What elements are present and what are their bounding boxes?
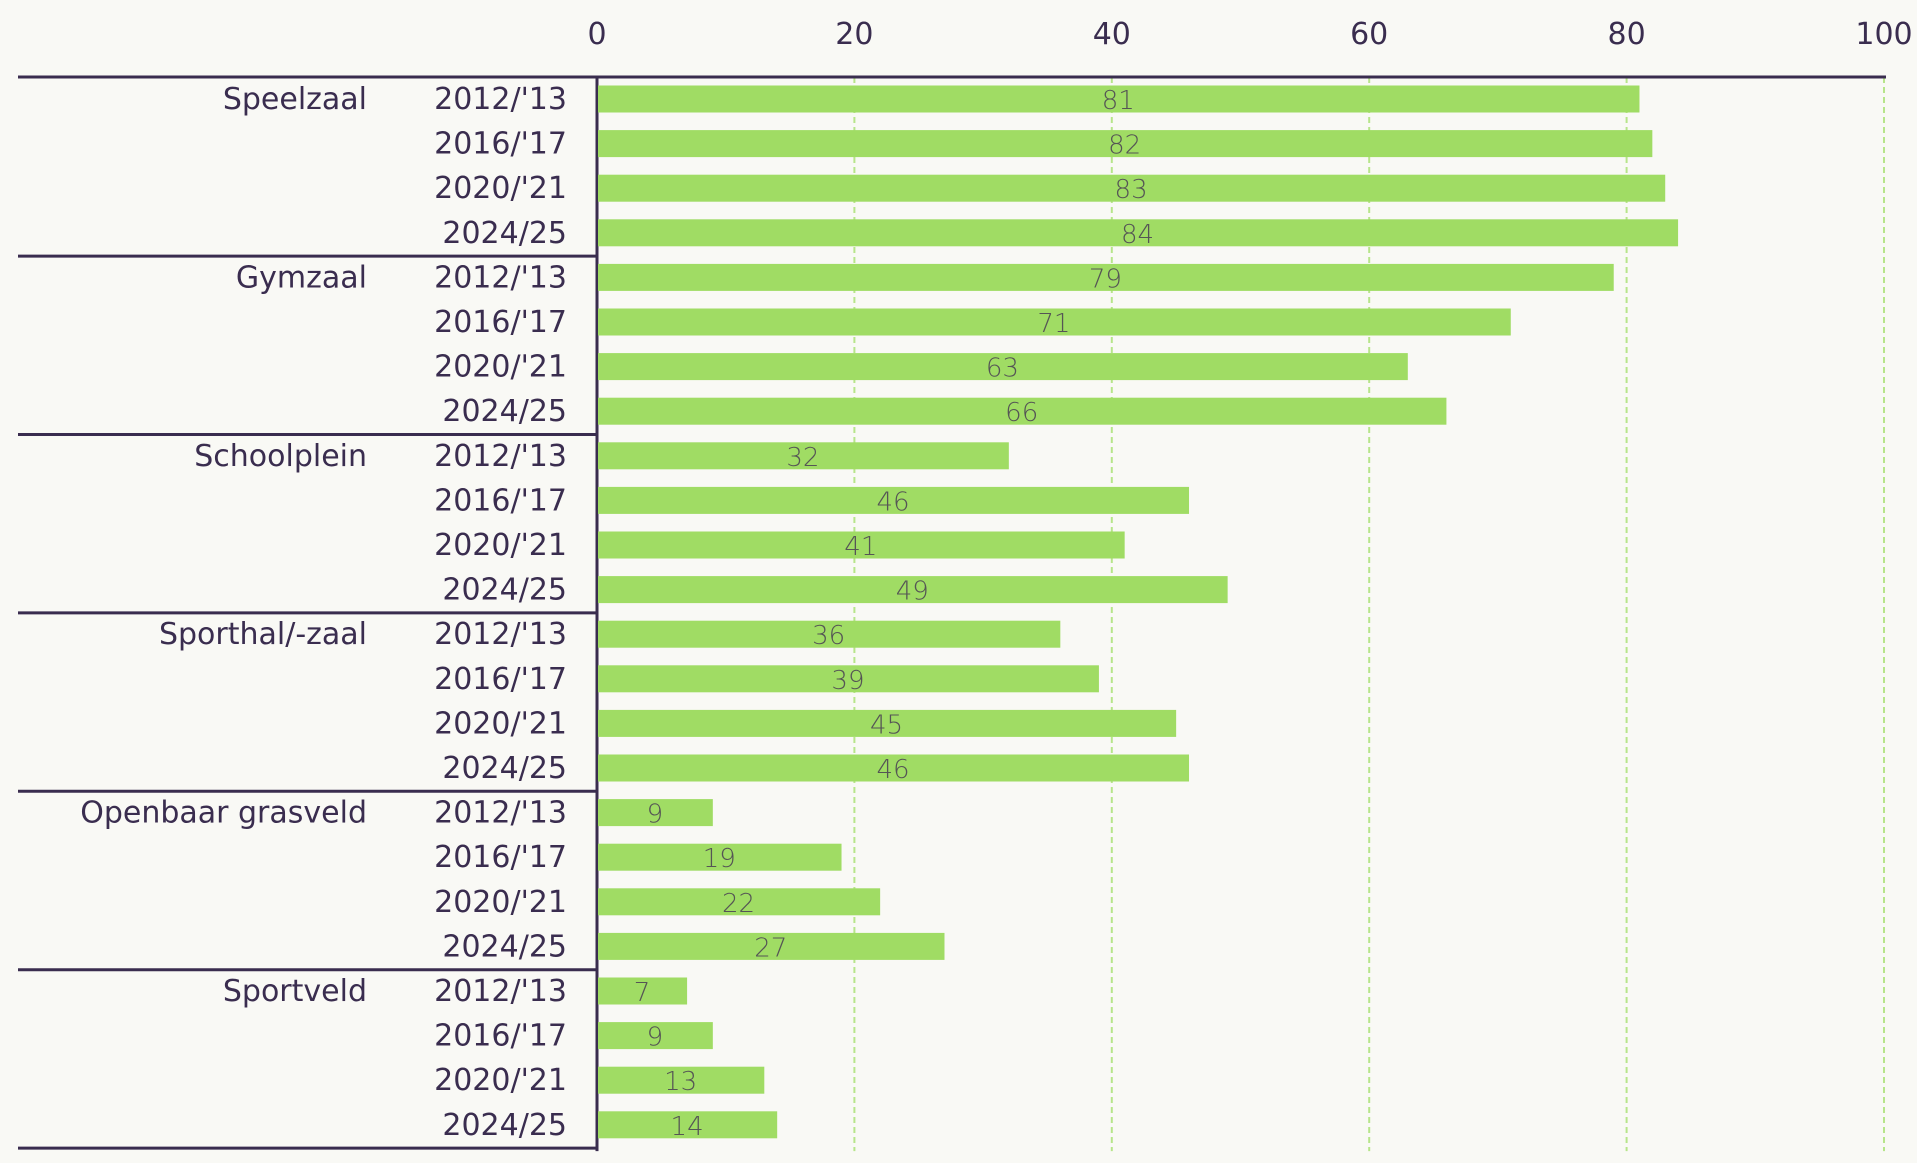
bar-value-label: 46 — [876, 487, 909, 517]
bar-value-label: 82 — [1108, 131, 1141, 161]
bar — [598, 932, 945, 960]
period-label: 2012/'13 — [434, 82, 567, 117]
bar-value-label: 13 — [664, 1067, 697, 1097]
bar-value-label: 36 — [812, 621, 845, 651]
group-label: Gymzaal — [236, 260, 367, 295]
bar-value-label: 46 — [876, 755, 909, 785]
x-tick-label: 60 — [1350, 17, 1388, 52]
bar-value-label: 83 — [1115, 175, 1148, 205]
bar — [598, 486, 1190, 514]
bar — [598, 263, 1614, 291]
bar-value-label: 71 — [1037, 309, 1070, 339]
group-label: Schoolplein — [194, 439, 367, 474]
period-label: 2024/25 — [442, 394, 567, 429]
bar — [598, 1111, 778, 1139]
period-label: 2012/'13 — [434, 796, 567, 831]
period-label: 2016/'17 — [434, 127, 567, 162]
bar-value-label: 66 — [1005, 398, 1038, 428]
x-tick-label: 0 — [587, 17, 606, 52]
bar — [598, 442, 1009, 470]
bar-value-label: 79 — [1089, 264, 1122, 294]
bar-value-label: 7 — [634, 978, 651, 1008]
bar-value-label: 45 — [870, 710, 903, 740]
period-label: 2020/'21 — [434, 350, 567, 385]
group-label: Sportveld — [223, 974, 367, 1009]
group-label: Speelzaal — [223, 82, 367, 117]
bar-value-label: 9 — [647, 800, 664, 830]
group-label: Openbaar grasveld — [80, 796, 367, 831]
bar — [598, 1022, 713, 1050]
bar-value-label: 41 — [844, 532, 877, 562]
period-label: 2020/'21 — [434, 885, 567, 920]
bar-value-label: 27 — [754, 933, 787, 963]
period-label: 2024/25 — [442, 751, 567, 786]
period-label: 2020/'21 — [434, 1063, 567, 1098]
x-tick-label: 40 — [1093, 17, 1131, 52]
period-label: 2012/'13 — [434, 617, 567, 652]
bar — [598, 174, 1666, 202]
period-label: 2020/'21 — [434, 706, 567, 741]
bar — [598, 709, 1177, 737]
period-label: 2016/'17 — [434, 1019, 567, 1054]
x-tick-label: 20 — [835, 17, 873, 52]
bar-value-label: 39 — [831, 666, 864, 696]
period-label: 2024/25 — [442, 929, 567, 964]
period-label: 2020/'21 — [434, 171, 567, 206]
bar-value-label: 19 — [703, 844, 736, 874]
bar — [598, 1066, 765, 1094]
x-tick-label: 100 — [1855, 17, 1912, 52]
period-label: 2012/'13 — [434, 439, 567, 474]
period-label: 2016/'17 — [434, 840, 567, 875]
period-label: 2024/25 — [442, 573, 567, 608]
bar-value-label: 63 — [986, 354, 1019, 384]
bar — [598, 531, 1125, 559]
bar — [598, 130, 1653, 158]
bar-value-label: 84 — [1121, 220, 1154, 250]
x-tick-label: 80 — [1608, 17, 1646, 52]
bar — [598, 977, 688, 1005]
bar-value-label: 14 — [671, 1112, 704, 1142]
bar-value-label: 22 — [722, 889, 755, 919]
bar — [598, 665, 1099, 693]
bar — [598, 353, 1408, 381]
bar-value-label: 81 — [1102, 86, 1135, 116]
bar — [598, 754, 1190, 782]
period-label: 2012/'13 — [434, 260, 567, 295]
bar-value-label: 32 — [786, 443, 819, 473]
period-label: 2016/'17 — [434, 305, 567, 340]
bar — [598, 843, 842, 871]
bar — [598, 799, 713, 827]
period-label: 2012/'13 — [434, 974, 567, 1009]
bar — [598, 397, 1447, 425]
period-label: 2024/25 — [442, 1108, 567, 1143]
bar — [598, 888, 881, 916]
period-label: 2016/'17 — [434, 483, 567, 518]
bar-value-label: 9 — [647, 1023, 664, 1053]
period-label: 2020/'21 — [434, 528, 567, 563]
period-label: 2024/25 — [442, 216, 567, 251]
period-label: 2016/'17 — [434, 662, 567, 697]
group-label: Sporthal/-zaal — [159, 617, 367, 652]
bar — [598, 85, 1640, 113]
bar — [598, 219, 1679, 247]
bar-value-label: 49 — [896, 577, 929, 607]
bar — [598, 308, 1511, 336]
bar — [598, 620, 1061, 648]
bar — [598, 576, 1228, 604]
